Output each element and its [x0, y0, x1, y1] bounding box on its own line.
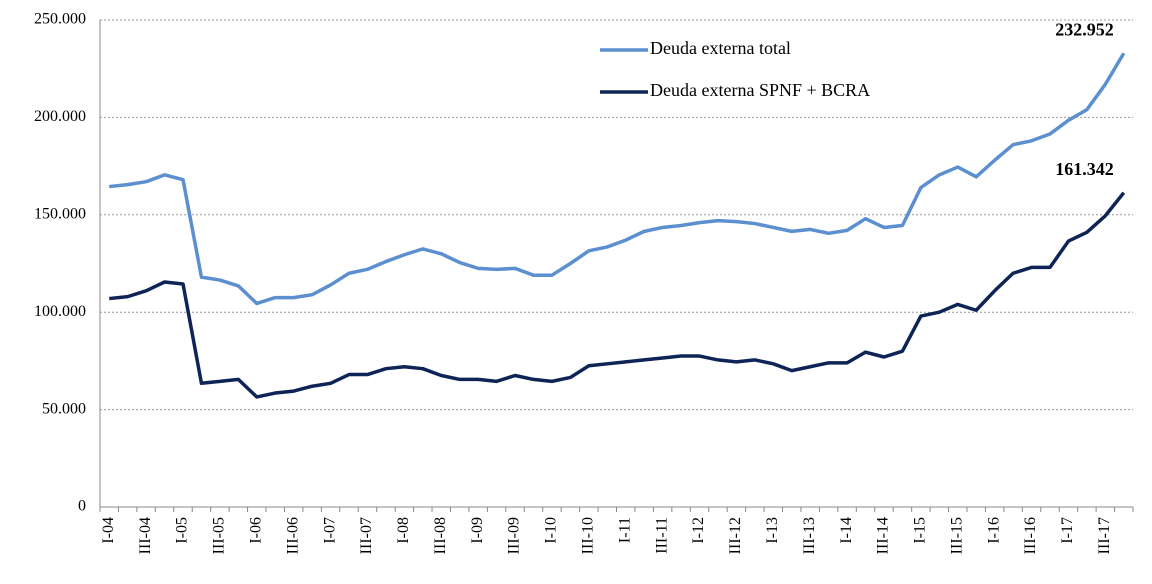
x-tick-label: I-06 [247, 517, 264, 544]
x-tick-label: III-06 [284, 517, 301, 554]
x-tick-label: I-08 [395, 517, 412, 544]
x-tick-label: I-17 [1059, 517, 1076, 544]
x-tick-label: III-16 [1022, 517, 1039, 554]
x-tick-label: III-04 [137, 517, 154, 554]
series-line [109, 52, 1126, 306]
x-tick-label: III-12 [727, 517, 744, 554]
y-tick-label: 150.000 [34, 205, 86, 222]
x-tick-label: III-10 [580, 517, 597, 554]
x-tick-label: I-15 [912, 517, 929, 544]
x-tick-label: I-04 [100, 517, 117, 544]
x-tick-label: III-09 [506, 517, 523, 554]
x-tick-label: I-14 [838, 517, 855, 544]
y-tick-label: 100.000 [34, 303, 86, 320]
y-tick-label: 250.000 [34, 11, 86, 28]
x-tick-label: I-07 [321, 517, 338, 544]
legend-label: Deuda externa SPNF + BCRA [650, 80, 870, 100]
x-tick-label: I-11 [616, 517, 633, 543]
y-tick-label: 50.000 [42, 400, 86, 417]
x-tick-label: III-11 [653, 517, 670, 554]
x-tick-label: I-10 [543, 517, 560, 544]
series-line [109, 191, 1126, 399]
x-tick-label: III-07 [358, 517, 375, 554]
x-tick-label: I-09 [469, 517, 486, 544]
x-tick-label: III-15 [948, 517, 965, 554]
x-tick-label: III-14 [875, 517, 892, 554]
x-tick-label: III-08 [432, 517, 449, 554]
y-tick-label: 0 [78, 498, 86, 515]
x-tick-label: I-12 [690, 517, 707, 544]
x-tick-label: I-05 [174, 517, 191, 544]
legend-label: Deuda externa total [650, 38, 791, 58]
x-tick-label: III-17 [1096, 517, 1113, 554]
x-tick-label: III-05 [211, 517, 228, 554]
y-tick-label: 200.000 [34, 108, 86, 125]
data-label: 161.342 [1055, 159, 1114, 179]
x-tick-label: I-16 [985, 517, 1002, 544]
data-label: 232.952 [1055, 19, 1114, 39]
x-tick-label: I-13 [764, 517, 781, 544]
x-tick-label: III-13 [801, 517, 818, 554]
